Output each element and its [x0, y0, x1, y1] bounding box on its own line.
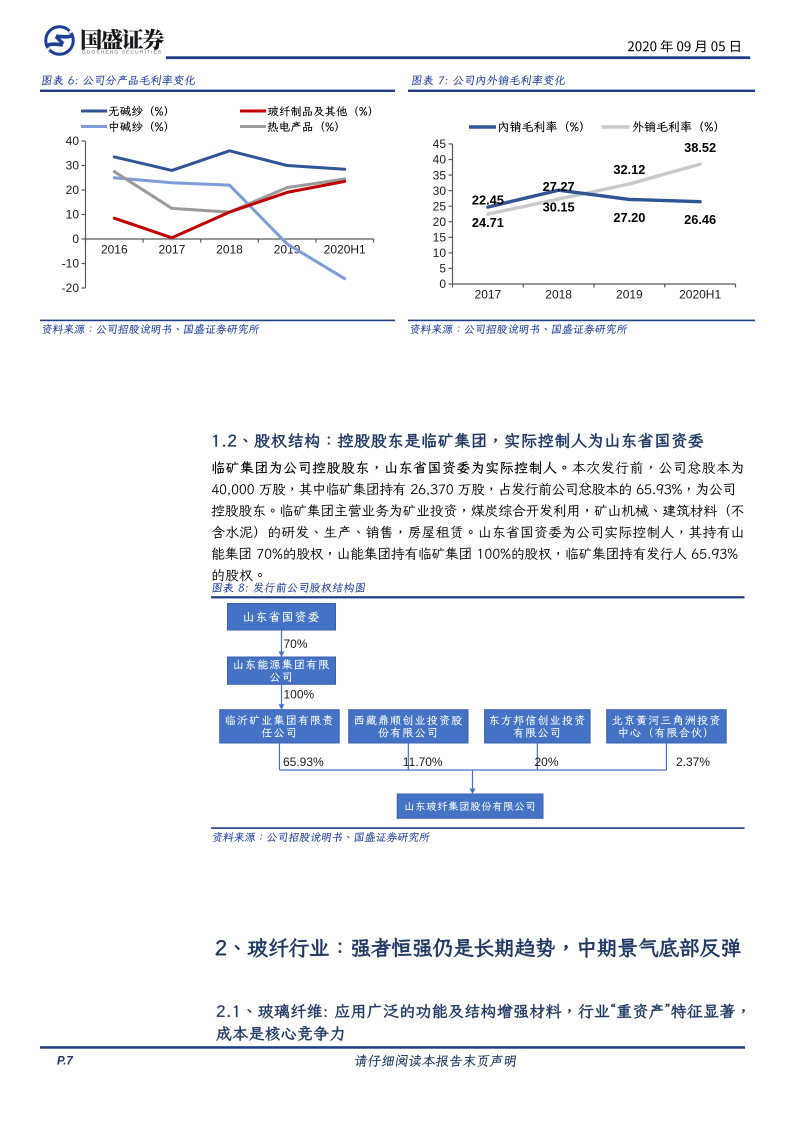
svg-text:26.46: 26.46	[684, 212, 716, 227]
svg-text:30: 30	[66, 159, 80, 173]
svg-text:2017: 2017	[475, 288, 502, 302]
svg-text:20%: 20%	[535, 755, 559, 769]
svg-text:P.7: P.7	[57, 1055, 73, 1067]
svg-text:40: 40	[433, 153, 447, 167]
svg-text:32.12: 32.12	[613, 162, 645, 177]
svg-text:2016: 2016	[101, 243, 128, 257]
svg-text:10: 10	[66, 208, 80, 222]
svg-text:24.71: 24.71	[472, 215, 504, 230]
svg-text:2019: 2019	[274, 243, 301, 257]
svg-text:30.15: 30.15	[543, 200, 575, 215]
svg-text:2018: 2018	[216, 243, 243, 257]
svg-text:2.37%: 2.37%	[676, 755, 710, 769]
svg-text:10: 10	[433, 246, 447, 260]
svg-text:20: 20	[433, 215, 447, 229]
svg-text:5: 5	[439, 262, 446, 276]
svg-text:38.52: 38.52	[684, 140, 716, 155]
svg-text:30: 30	[433, 184, 447, 198]
svg-text:45: 45	[433, 137, 447, 151]
svg-text:40: 40	[66, 134, 80, 148]
svg-text:25: 25	[433, 199, 447, 213]
svg-text:65.93%: 65.93%	[283, 755, 324, 769]
svg-text:-10: -10	[62, 257, 80, 271]
svg-text:15: 15	[433, 231, 447, 245]
svg-text:-20: -20	[62, 281, 80, 295]
svg-text:100%: 100%	[284, 688, 315, 702]
svg-text:27.27: 27.27	[543, 179, 575, 194]
svg-text:2020H1: 2020H1	[679, 288, 721, 302]
svg-text:2019: 2019	[616, 288, 643, 302]
svg-text:22.45: 22.45	[472, 192, 504, 207]
svg-text:0: 0	[439, 277, 446, 291]
svg-text:2018: 2018	[545, 288, 572, 302]
svg-text:70%: 70%	[284, 637, 308, 651]
svg-text:2017: 2017	[159, 243, 186, 257]
svg-text:35: 35	[433, 168, 447, 182]
svg-text:GUOSHENG SECURITIES: GUOSHENG SECURITIES	[82, 50, 163, 56]
svg-text:2020H1: 2020H1	[324, 243, 366, 257]
svg-text:27.20: 27.20	[613, 210, 645, 225]
svg-text:0: 0	[72, 232, 79, 246]
svg-text:11.70%: 11.70%	[403, 755, 443, 769]
svg-text:20: 20	[66, 183, 80, 197]
